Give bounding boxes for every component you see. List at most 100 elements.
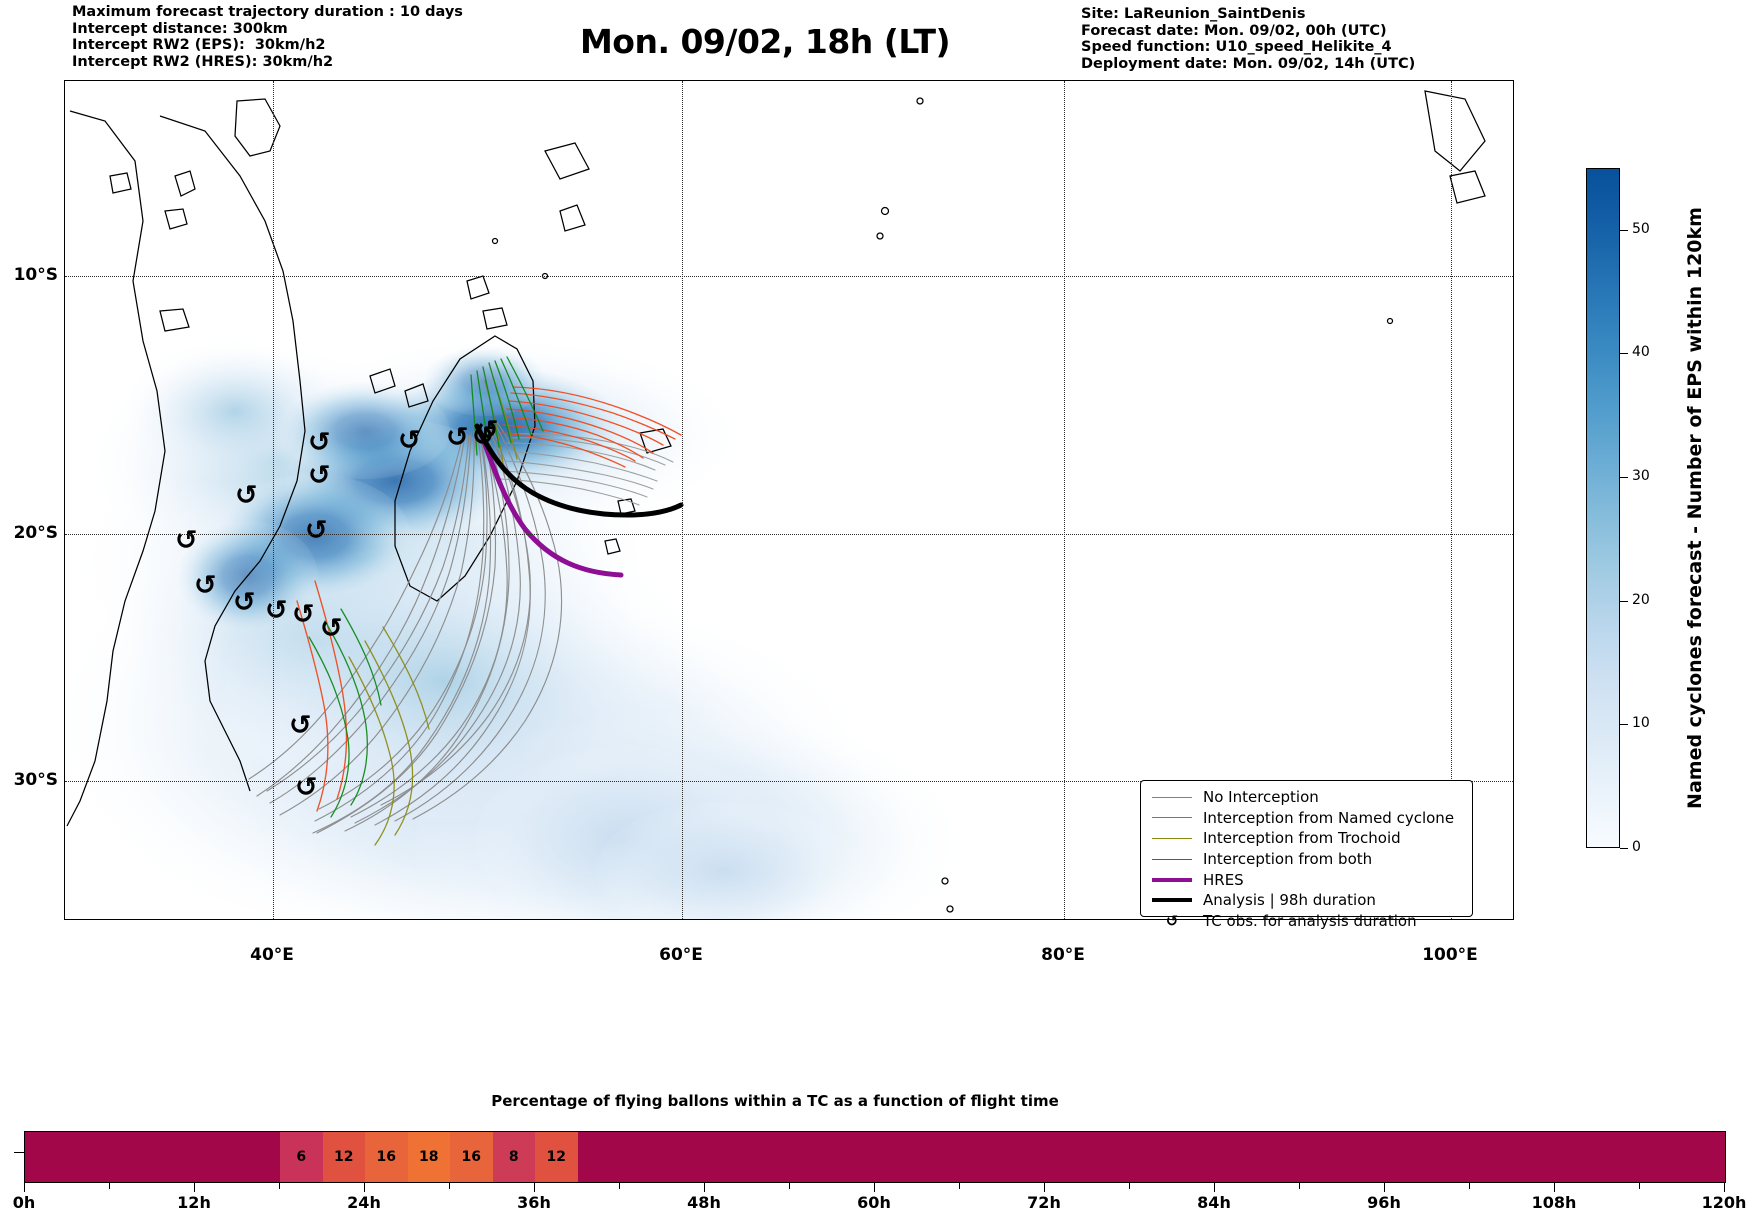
trajectory-bundle [248,356,684,846]
percentage-axis-tick-2 [364,1183,365,1192]
percentage-axis-tick-4 [704,1183,705,1192]
header-left-line-0: Maximum forecast trajectory duration : 1… [72,4,463,20]
percentage-cell-1[interactable]: 12 [322,1132,365,1182]
header-right-line-2: Speed function: U10_speed_Helikite_4 [1081,39,1392,55]
colorbar-tick-mark-3 [1620,600,1628,602]
legend-item-label: Interception from Named cyclone [1203,808,1455,827]
header-right-line-3: Deployment date: Mon. 09/02, 14h (UTC) [1081,55,1416,72]
colorbar-tick-mark-0 [1620,229,1628,231]
colorbar [1586,168,1620,848]
svg-text:↺: ↺ [476,415,499,446]
percentage-axis-label-10: 120h [1701,1193,1747,1212]
colorbar-tick-mark-1 [1620,353,1628,355]
colorbar-tick-label-0: 50 [1632,220,1650,237]
percentage-axis-tick-6 [1044,1183,1045,1192]
svg-text:↺: ↺ [295,772,318,803]
svg-text:↺: ↺ [265,595,288,626]
colorbar-tick-label-4: 10 [1632,715,1650,732]
map-xtick-label-2: 80°E [1041,945,1085,965]
percentage-axis-minor-tick [449,1183,450,1189]
percentage-axis-label-3: 36h [517,1193,551,1212]
percentage-axis-label-6: 72h [1027,1193,1061,1212]
percentage-axis-tick-9 [1554,1183,1555,1192]
svg-text:↺: ↺ [235,480,258,511]
percentage-axis-minor-tick [279,1183,280,1189]
svg-text:↺: ↺ [289,710,312,741]
legend-item-3[interactable]: Interception from both [1149,849,1464,870]
hres-track [478,430,624,578]
legend-swatch-line [1152,796,1192,798]
legend-item-label: HRES [1203,870,1244,889]
percentage-cell-2[interactable]: 16 [365,1132,408,1182]
percentage-bar-empty [25,1132,280,1182]
coastline-layer [66,90,1486,913]
percentage-axis-tick-8 [1384,1183,1385,1192]
percentage-axis-label-1: 12h [177,1193,211,1212]
legend-swatch-line [1152,877,1192,882]
analysis-track [474,423,684,518]
tc-observation-markers: ↺ ↺ ↺ ↺ ↺ ↺ ↺ ↺ ↺ ↺ ↺ ↺ ↺ ↺ ↺ ↺ [175,415,499,803]
svg-text:↺: ↺ [292,599,315,630]
percentage-axis-label-9: 108h [1531,1193,1577,1212]
svg-text:↺: ↺ [308,427,331,458]
percentage-axis-tick-7 [1214,1183,1215,1192]
map-xtick-label-1: 60°E [659,945,703,965]
colorbar-tick-mark-4 [1620,724,1628,726]
percentage-bar[interactable]: 6 12 16 18 16 8 12 [24,1131,1726,1183]
header-right-info: Site: LaReunion_SaintDenis Forecast date:… [1081,6,1415,72]
percentage-axis-label-0: 0h [12,1193,36,1212]
map-xtick-label-3: 100°E [1422,945,1478,965]
percentage-axis-minor-tick [619,1183,620,1189]
percentage-axis-minor-tick [1299,1183,1300,1189]
legend-item-label: TC obs. for analysis duration [1203,911,1417,930]
legend-item-4[interactable]: HRES [1149,869,1464,890]
legend-item-1[interactable]: Interception from Named cyclone [1149,808,1464,829]
svg-text:↺: ↺ [398,425,421,456]
legend-swatch-line [1152,817,1192,819]
percentage-axis-tick-10 [1724,1183,1725,1192]
legend-swatch-line [1152,898,1192,903]
map-gridline-lon-2 [1064,81,1065,919]
legend-item-2[interactable]: Interception from Trochoid [1149,828,1464,849]
percentage-axis-tick-1 [194,1183,195,1192]
header-left-line-1: Intercept distance: 300km [72,20,288,37]
percentage-cell-5[interactable]: 8 [492,1132,535,1182]
percentage-cell-0[interactable]: 6 [280,1132,323,1182]
percentage-axis-tick-5 [874,1183,875,1192]
percentage-cell-6[interactable]: 12 [535,1132,578,1182]
svg-text:↺: ↺ [472,421,495,452]
map-ytick-label-2: 30°S [13,770,58,790]
header-right-line-0: Site: LaReunion_SaintDenis [1081,6,1306,22]
legend-swatch-line [1152,837,1192,839]
svg-text:↺: ↺ [175,525,198,556]
colorbar-title: Named cyclones forecast - Number of EPS … [1684,207,1706,809]
legend-item-0[interactable]: No Interception [1149,787,1464,808]
percentage-axis-minor-tick [959,1183,960,1189]
svg-text:↺: ↺ [308,460,331,491]
percentage-bar-track[interactable]: 6 12 16 18 16 8 12 [24,1131,1726,1183]
legend-item-5[interactable]: Analysis | 98h duration [1149,890,1464,911]
colorbar-tick-label-1: 40 [1632,344,1650,361]
map-gridline-lat-0 [65,276,1513,277]
header-left-info: Maximum forecast trajectory duration : 1… [72,4,463,70]
map-gridline-lon-0 [273,81,274,919]
map-gridline-lat-1 [65,534,1513,535]
svg-text:↺: ↺ [446,422,469,453]
legend-swatch-line [1152,858,1192,860]
percentage-cell-3[interactable]: 18 [407,1132,450,1182]
page-title: Mon. 09/02, 18h (LT) [579,22,951,61]
map-gridline-lon-3 [1451,81,1452,919]
map-ytick-label-1: 20°S [13,523,58,543]
legend-item-label: Interception from both [1203,850,1373,869]
map-legend[interactable]: No Interception Interception from Named c… [1140,780,1473,930]
percentage-axis-label-4: 48h [687,1193,721,1212]
percentage-axis-tick-3 [534,1183,535,1192]
colorbar-tick-mark-5 [1620,848,1628,849]
percentage-axis-tick-0 [24,1183,25,1192]
percentage-cell-4[interactable]: 16 [450,1132,493,1182]
header-right-line-1: Forecast date: Mon. 09/02, 00h (UTC) [1081,22,1387,39]
legend-item-6[interactable]: ↺ TC obs. for analysis duration [1149,911,1464,932]
cyclone-icon: ↺ [1165,911,1179,930]
colorbar-gradient [1586,168,1620,848]
svg-text:↺: ↺ [194,570,217,601]
